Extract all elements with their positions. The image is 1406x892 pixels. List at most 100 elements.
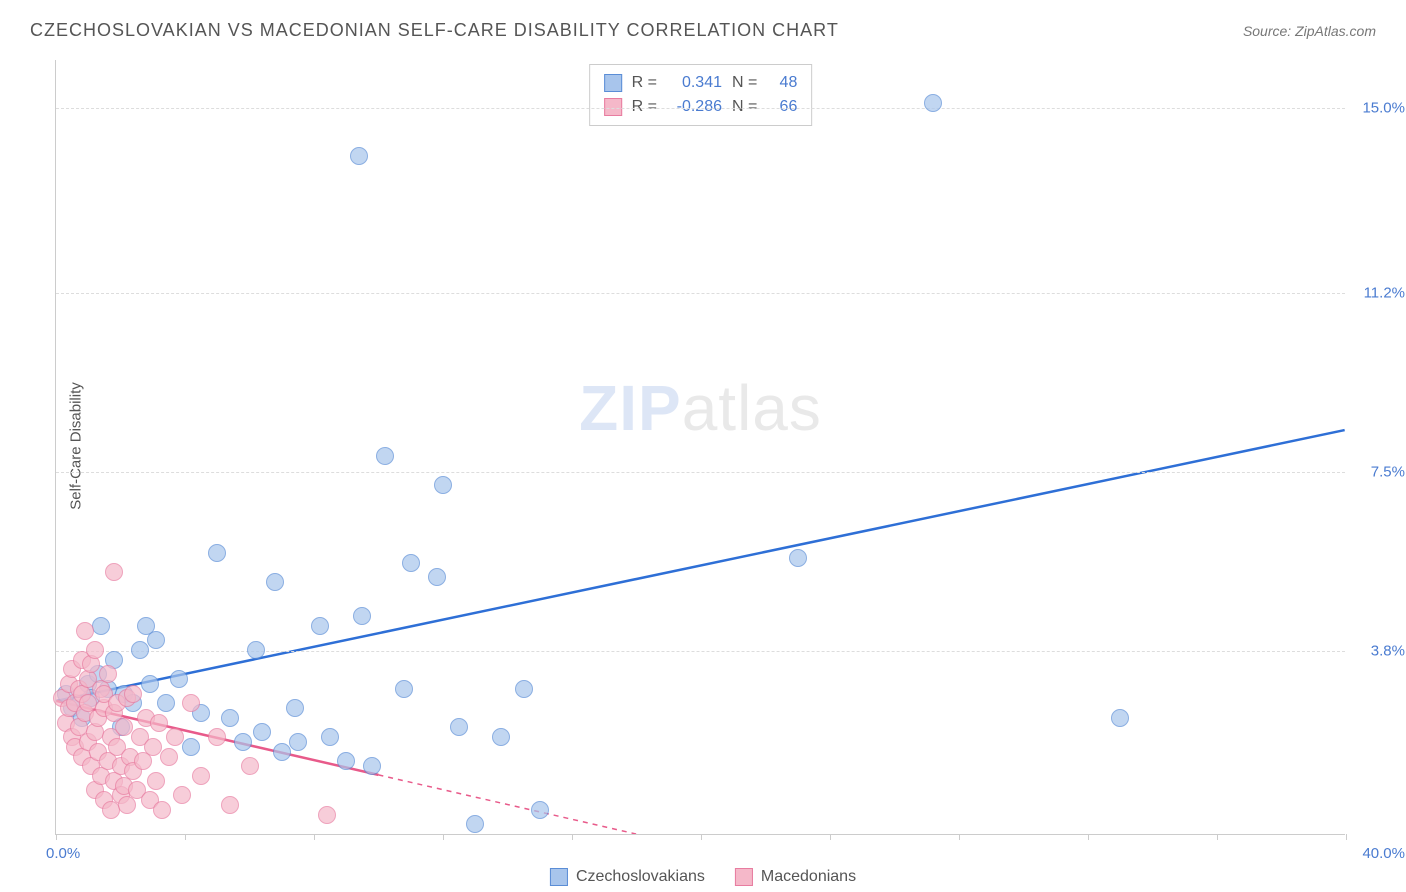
x-tick bbox=[185, 834, 186, 840]
scatter-point bbox=[241, 757, 259, 775]
watermark-atlas: atlas bbox=[682, 372, 822, 444]
scatter-point bbox=[515, 680, 533, 698]
y-tick-label: 3.8% bbox=[1371, 642, 1405, 659]
scatter-point bbox=[182, 694, 200, 712]
r-value: -0.286 bbox=[667, 95, 722, 119]
scatter-point bbox=[434, 476, 452, 494]
scatter-point bbox=[182, 738, 200, 756]
scatter-point bbox=[124, 685, 142, 703]
legend-label: Macedonians bbox=[761, 868, 856, 886]
trend-lines-svg bbox=[56, 60, 1345, 834]
watermark: ZIPatlas bbox=[579, 371, 822, 445]
scatter-point bbox=[363, 757, 381, 775]
legend-swatch bbox=[604, 98, 622, 116]
scatter-point bbox=[321, 728, 339, 746]
x-tick bbox=[1217, 834, 1218, 840]
scatter-point bbox=[137, 617, 155, 635]
scatter-point bbox=[115, 718, 133, 736]
y-tick-label: 11.2% bbox=[1364, 284, 1405, 301]
x-tick bbox=[959, 834, 960, 840]
legend-label: Czechoslovakians bbox=[576, 868, 705, 886]
scatter-point bbox=[208, 544, 226, 562]
scatter-point bbox=[99, 665, 117, 683]
scatter-point bbox=[1111, 709, 1129, 727]
scatter-point bbox=[76, 622, 94, 640]
x-tick bbox=[572, 834, 573, 840]
scatter-point bbox=[318, 806, 336, 824]
scatter-point bbox=[353, 607, 371, 625]
scatter-point bbox=[492, 728, 510, 746]
stats-box: R = 0.341 N = 48 R = -0.286 N = 66 bbox=[589, 64, 813, 126]
plot-area: ZIPatlas R =0.341N =48R =-0.286N =66 3.8… bbox=[55, 60, 1345, 835]
n-value: 48 bbox=[767, 71, 797, 95]
gridline-h bbox=[56, 108, 1345, 109]
watermark-zip: ZIP bbox=[579, 372, 682, 444]
scatter-point bbox=[289, 733, 307, 751]
scatter-point bbox=[105, 563, 123, 581]
x-tick bbox=[701, 834, 702, 840]
x-tick bbox=[830, 834, 831, 840]
scatter-point bbox=[141, 675, 159, 693]
x-max-label: 40.0% bbox=[1362, 845, 1405, 862]
scatter-point bbox=[170, 670, 188, 688]
scatter-point bbox=[166, 728, 184, 746]
scatter-point bbox=[311, 617, 329, 635]
chart-header: CZECHOSLOVAKIAN VS MACEDONIAN SELF-CARE … bbox=[30, 20, 1376, 41]
scatter-point bbox=[395, 680, 413, 698]
scatter-point bbox=[247, 641, 265, 659]
scatter-point bbox=[221, 709, 239, 727]
scatter-point bbox=[144, 738, 162, 756]
scatter-point bbox=[234, 733, 252, 751]
legend-item: Czechoslovakians bbox=[550, 868, 705, 886]
scatter-point bbox=[131, 641, 149, 659]
x-min-label: 0.0% bbox=[46, 845, 80, 862]
r-label: R = bbox=[632, 95, 657, 119]
scatter-point bbox=[173, 786, 191, 804]
scatter-point bbox=[286, 699, 304, 717]
r-label: R = bbox=[632, 71, 657, 95]
scatter-point bbox=[150, 714, 168, 732]
x-tick bbox=[443, 834, 444, 840]
legend-item: Macedonians bbox=[735, 868, 856, 886]
scatter-point bbox=[924, 94, 942, 112]
scatter-point bbox=[428, 568, 446, 586]
x-tick bbox=[56, 834, 57, 840]
scatter-point bbox=[221, 796, 239, 814]
gridline-h bbox=[56, 472, 1345, 473]
scatter-point bbox=[450, 718, 468, 736]
scatter-point bbox=[466, 815, 484, 833]
x-tick bbox=[1346, 834, 1347, 840]
scatter-point bbox=[208, 728, 226, 746]
stats-row: R = 0.341 N = 48 bbox=[604, 71, 798, 95]
scatter-point bbox=[376, 447, 394, 465]
n-value: 66 bbox=[767, 95, 797, 119]
bottom-legend: Czechoslovakians Macedonians bbox=[550, 868, 856, 886]
scatter-point bbox=[253, 723, 271, 741]
legend-swatch bbox=[735, 868, 753, 886]
scatter-point bbox=[531, 801, 549, 819]
x-tick bbox=[1088, 834, 1089, 840]
scatter-point bbox=[266, 573, 284, 591]
scatter-point bbox=[160, 748, 178, 766]
y-tick-label: 7.5% bbox=[1371, 463, 1405, 480]
scatter-point bbox=[273, 743, 291, 761]
scatter-point bbox=[157, 694, 175, 712]
n-label: N = bbox=[732, 71, 757, 95]
scatter-point bbox=[192, 767, 210, 785]
trend-line-dashed bbox=[378, 775, 636, 834]
trend-line-solid bbox=[56, 430, 1344, 701]
n-label: N = bbox=[732, 95, 757, 119]
x-tick bbox=[314, 834, 315, 840]
scatter-point bbox=[92, 617, 110, 635]
legend-swatch bbox=[604, 74, 622, 92]
stats-row: R = -0.286 N = 66 bbox=[604, 95, 798, 119]
gridline-h bbox=[56, 293, 1345, 294]
scatter-point bbox=[153, 801, 171, 819]
y-tick-label: 15.0% bbox=[1362, 100, 1405, 117]
r-value: 0.341 bbox=[667, 71, 722, 95]
scatter-point bbox=[350, 147, 368, 165]
chart-title: CZECHOSLOVAKIAN VS MACEDONIAN SELF-CARE … bbox=[30, 20, 839, 41]
scatter-point bbox=[402, 554, 420, 572]
scatter-point bbox=[789, 549, 807, 567]
legend-swatch bbox=[550, 868, 568, 886]
